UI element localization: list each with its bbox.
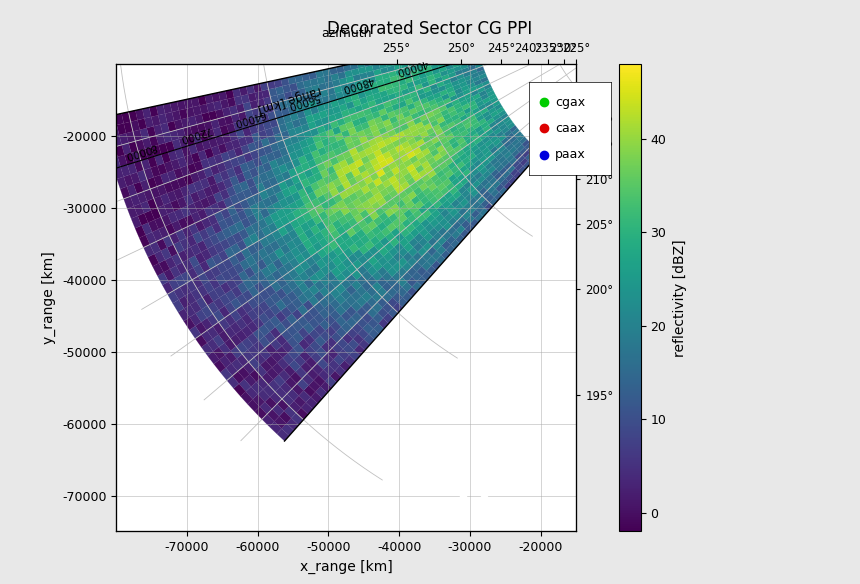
- Text: cgax: cgax: [555, 96, 585, 109]
- X-axis label: x_range [km]: x_range [km]: [300, 559, 392, 574]
- Text: 56000: 56000: [286, 91, 321, 110]
- Text: 48000: 48000: [341, 74, 375, 93]
- Text: range [km]: range [km]: [256, 83, 323, 114]
- Text: 40000: 40000: [395, 57, 428, 77]
- Text: paax: paax: [555, 148, 586, 161]
- Text: Decorated Sector CG PPI: Decorated Sector CG PPI: [328, 20, 532, 39]
- Y-axis label: reflectivity [dBZ]: reflectivity [dBZ]: [673, 239, 687, 357]
- Text: 64000: 64000: [232, 107, 267, 127]
- Text: 80000: 80000: [124, 141, 158, 161]
- Text: 32000: 32000: [0, 583, 1, 584]
- Text: caax: caax: [555, 122, 585, 135]
- X-axis label: azimuth: azimuth: [321, 27, 372, 40]
- Text: 72000: 72000: [178, 124, 212, 144]
- Y-axis label: y_range [km]: y_range [km]: [42, 252, 56, 344]
